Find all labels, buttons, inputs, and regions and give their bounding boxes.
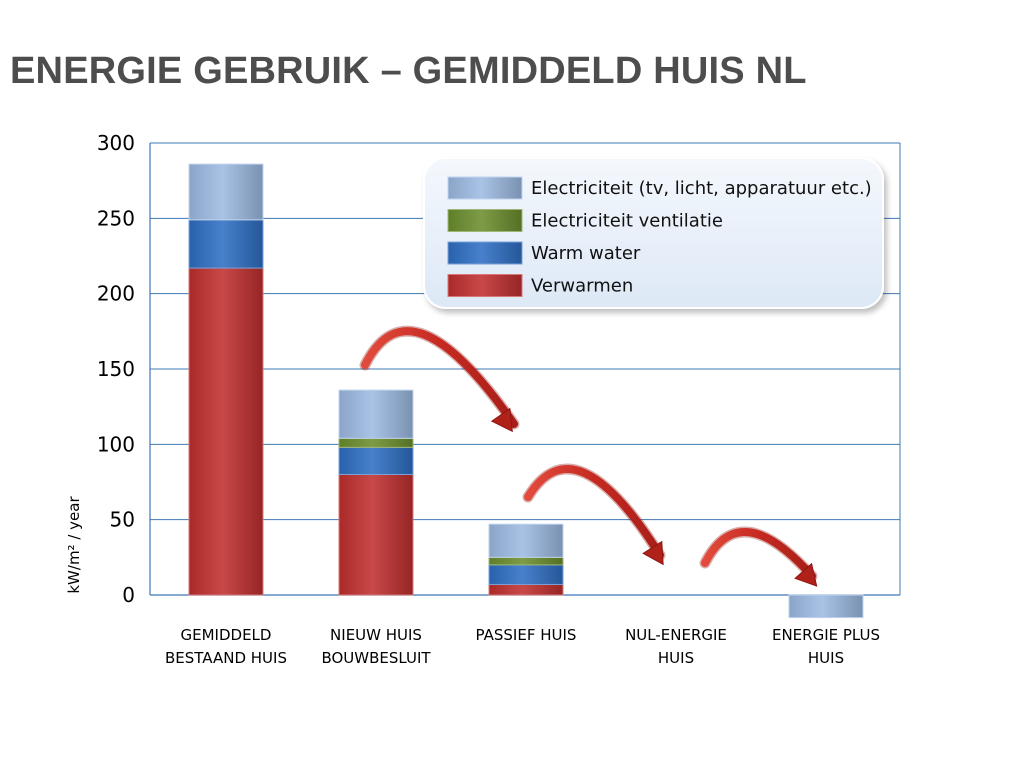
legend-swatch [447,274,523,297]
arrow-head [794,562,818,587]
bar-segment [338,389,414,439]
legend-swatch [447,241,523,265]
arrows [359,325,818,587]
legend-swatch [447,176,523,200]
y-tick-label: 0 [122,583,135,607]
y-tick-label: 250 [97,206,135,230]
bar-segment [338,437,414,448]
legend-swatch [447,209,523,232]
bar-segment [338,446,414,475]
bars [188,163,864,619]
bar-segment [488,556,564,566]
x-axis-labels: GEMIDDELD BESTAAND HUIS NIEUW HUIS BOUWBESL… [165,626,880,667]
legend-label: Electriciteit (tv, licht, apparatuur etc… [531,178,872,199]
bar-segment [338,473,414,596]
category-label: NUL-ENERGIE HUIS [625,626,727,667]
bar-segment [488,564,564,585]
legend-label: Verwarmen [531,276,633,297]
y-tick-label: 200 [97,282,135,306]
y-tick-label: 300 [97,131,135,155]
curved-arrow [361,327,518,428]
arrow-head [642,540,664,566]
legend-box [423,157,884,309]
category-label: PASSIEF HUIS [476,626,577,644]
legend-label: Electriciteit ventilatie [531,211,723,232]
category-label: GEMIDDELD BESTAAND HUIS [165,626,287,667]
category-label: ENERGIE PLUS HUIS [772,626,880,667]
y-axis: 0 50 100 150 200 250 300 [97,131,900,607]
y-tick-label: 50 [110,508,135,532]
slide-title: ENERGIE GEBRUIK – GEMIDDELD HUIS NL [10,50,807,92]
bar-segment [188,219,264,269]
bar-segment [488,583,564,596]
bar-segment [488,523,564,558]
arrow-head [490,407,513,433]
bar-segment [188,163,264,221]
category-label: NIEUW HUIS BOUWBESLUIT [321,626,431,667]
y-axis-title: kW/m² / year [65,496,83,594]
y-axis-title-text: kW/m² / year [65,496,83,594]
y-tick-label: 150 [97,357,135,381]
curved-arrow [524,465,664,559]
legend-label: Warm water [531,243,641,264]
curved-arrow [701,527,816,580]
bar-segment [188,267,264,596]
y-tick-label: 100 [97,432,135,456]
gridlines [150,142,901,595]
legend: Electriciteit (tv, licht, apparatuur etc… [423,157,884,309]
bar-segment [788,594,864,619]
